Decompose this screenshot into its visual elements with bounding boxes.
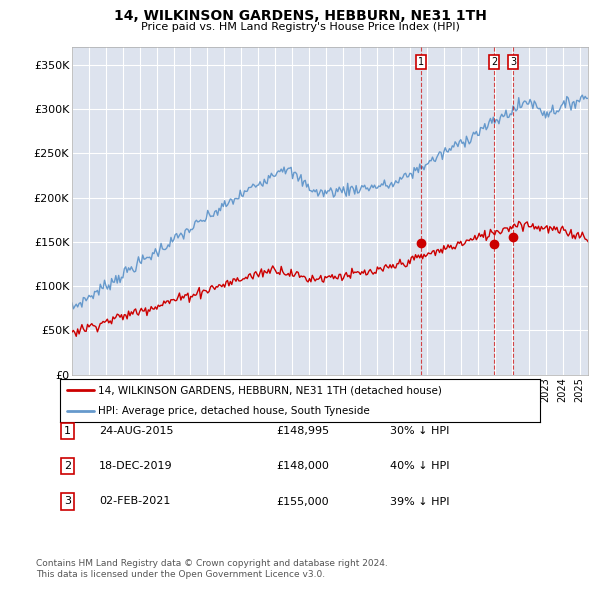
Text: 2: 2: [491, 57, 497, 67]
Text: 40% ↓ HPI: 40% ↓ HPI: [390, 461, 449, 471]
Text: 18-DEC-2019: 18-DEC-2019: [99, 461, 173, 471]
Text: 39% ↓ HPI: 39% ↓ HPI: [390, 497, 449, 506]
Text: 3: 3: [510, 57, 517, 67]
Text: This data is licensed under the Open Government Licence v3.0.: This data is licensed under the Open Gov…: [36, 571, 325, 579]
Text: Contains HM Land Registry data © Crown copyright and database right 2024.: Contains HM Land Registry data © Crown c…: [36, 559, 388, 568]
Text: Price paid vs. HM Land Registry's House Price Index (HPI): Price paid vs. HM Land Registry's House …: [140, 22, 460, 32]
Text: 02-FEB-2021: 02-FEB-2021: [99, 497, 170, 506]
Text: 24-AUG-2015: 24-AUG-2015: [99, 426, 173, 435]
Text: 3: 3: [64, 497, 71, 506]
Text: HPI: Average price, detached house, South Tyneside: HPI: Average price, detached house, Sout…: [98, 406, 370, 416]
Text: 30% ↓ HPI: 30% ↓ HPI: [390, 426, 449, 435]
Text: 14, WILKINSON GARDENS, HEBBURN, NE31 1TH (detached house): 14, WILKINSON GARDENS, HEBBURN, NE31 1TH…: [98, 385, 442, 395]
Text: 1: 1: [418, 57, 424, 67]
Text: 2: 2: [64, 461, 71, 471]
Text: 1: 1: [64, 426, 71, 435]
Text: £155,000: £155,000: [276, 497, 329, 506]
Text: £148,000: £148,000: [276, 461, 329, 471]
Text: £148,995: £148,995: [276, 426, 329, 435]
Text: 14, WILKINSON GARDENS, HEBBURN, NE31 1TH: 14, WILKINSON GARDENS, HEBBURN, NE31 1TH: [113, 9, 487, 23]
